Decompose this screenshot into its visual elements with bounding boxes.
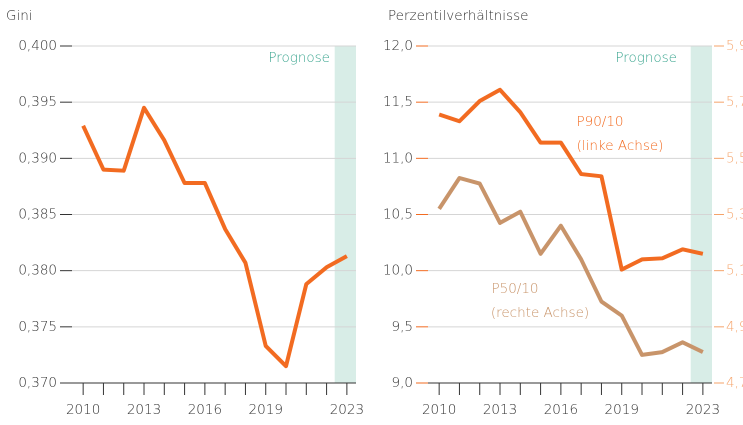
y-tick-label: 0,390 (18, 150, 57, 166)
y-tick-label: 11,5 (383, 94, 413, 110)
y-tick-label: 0,375 (18, 319, 57, 335)
x-tick-label: 2010 (66, 402, 100, 418)
x-tick-label: 2019 (605, 402, 639, 418)
y2-tick-label: 5,9 (726, 38, 743, 54)
y2-tick-label: 5,1 (726, 263, 743, 279)
annotation: P90/10 (576, 114, 623, 130)
y-tick-label: 0,400 (18, 38, 57, 54)
x-tick-label: 2013 (127, 402, 161, 418)
y-tick-label: 9,5 (392, 319, 413, 335)
annotation: Prognose (268, 50, 330, 66)
y2-tick-label: 5,3 (726, 207, 743, 223)
x-tick-label: 2019 (249, 402, 283, 418)
chart-title: Perzentilverhältnisse (388, 8, 528, 24)
y-tick-label: 0,385 (18, 207, 57, 223)
y2-tick-label: 4,9 (726, 319, 743, 335)
y-tick-label: 12,0 (383, 38, 413, 54)
data-line (437, 175, 704, 357)
annotation: (linke Achse) (577, 138, 664, 154)
y2-tick-label: 5,5 (726, 150, 743, 166)
annotation: Prognose (615, 50, 677, 66)
y-tick-label: 9,0 (392, 375, 413, 391)
x-tick-label: 2016 (188, 402, 222, 418)
y-tick-label: 0,380 (18, 263, 57, 279)
y-tick-label: 0,395 (18, 94, 57, 110)
x-tick-label: 2023 (686, 402, 720, 418)
y2-tick-label: 4,7 (726, 375, 743, 391)
x-tick-label: 2016 (544, 402, 578, 418)
data-line (438, 87, 704, 272)
x-tick-label: 2013 (483, 402, 517, 418)
data-line (81, 105, 348, 369)
x-tick-label: 2010 (422, 402, 456, 418)
y2-tick-label: 5,7 (726, 94, 743, 110)
y-tick-label: 10,0 (383, 263, 413, 279)
y-tick-label: 11,0 (383, 150, 413, 166)
y-tick-label: 0,370 (18, 375, 57, 391)
chart-title: Gini (6, 8, 33, 24)
x-tick-label: 2023 (330, 402, 364, 418)
annotation: P50/10 (491, 281, 538, 297)
y-tick-label: 10,5 (383, 207, 413, 223)
annotation: (rechte Achse) (491, 305, 589, 321)
